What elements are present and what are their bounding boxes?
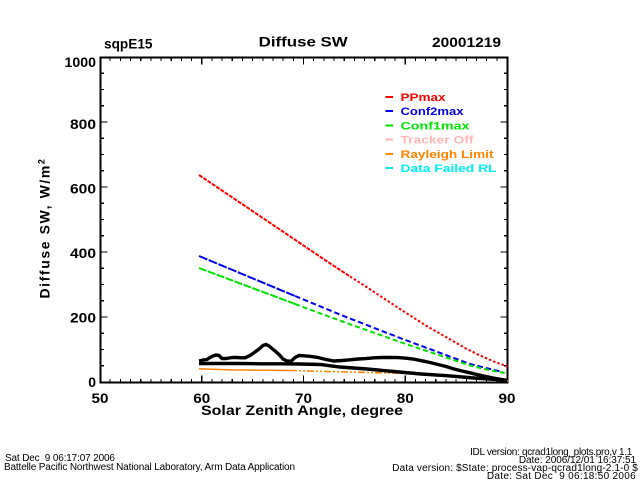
svg-text:Conf2max: Conf2max bbox=[401, 106, 465, 118]
svg-text:400: 400 bbox=[70, 245, 96, 261]
svg-text:200: 200 bbox=[70, 310, 96, 326]
svg-text:1000: 1000 bbox=[65, 54, 97, 70]
svg-text:Date: 2006/12/01 16:37:51: Date: 2006/12/01 16:37:51 bbox=[519, 455, 637, 466]
svg-text:sqpE15: sqpE15 bbox=[104, 36, 153, 52]
svg-text:PPmax: PPmax bbox=[401, 92, 447, 104]
svg-text:Date: Sat Dec 9 06:18:50 2006: Date: Sat Dec 9 06:18:50 2006 bbox=[487, 471, 636, 480]
svg-text:600: 600 bbox=[70, 180, 96, 196]
svg-text:Battelle Pacific Northwest Nat: Battelle Pacific Northwest National Labo… bbox=[4, 462, 295, 473]
svg-text:70: 70 bbox=[295, 390, 312, 406]
svg-text:Sat Dec 9 06:17:07 2006: Sat Dec 9 06:17:07 2006 bbox=[5, 453, 115, 464]
svg-text:50: 50 bbox=[92, 390, 109, 406]
svg-text:80: 80 bbox=[397, 390, 414, 406]
svg-text:Tracker Off: Tracker Off bbox=[401, 135, 474, 147]
svg-text:Diffuse SW: Diffuse SW bbox=[259, 34, 349, 50]
svg-text:Diffuse SW, W/m2: Diffuse SW, W/m2 bbox=[37, 157, 53, 298]
svg-text:Data Failed RL: Data Failed RL bbox=[401, 163, 497, 175]
svg-text:IDL version: qcrad1long_plots.: IDL version: qcrad1long_plots.pro,v 1.1 bbox=[470, 447, 633, 458]
svg-text:60: 60 bbox=[193, 390, 210, 406]
svg-text:Solar Zenith Angle, degree: Solar Zenith Angle, degree bbox=[201, 402, 403, 418]
svg-text:0: 0 bbox=[88, 374, 96, 390]
svg-text:Rayleigh Limit: Rayleigh Limit bbox=[401, 149, 494, 161]
svg-text:Data version: $State: process-: Data version: $State: process-vap-qcrad1… bbox=[392, 463, 638, 474]
svg-text:800: 800 bbox=[70, 116, 96, 132]
svg-text:Conf1max: Conf1max bbox=[401, 120, 471, 132]
svg-text:90: 90 bbox=[499, 390, 516, 406]
svg-text:20001219: 20001219 bbox=[432, 34, 501, 50]
